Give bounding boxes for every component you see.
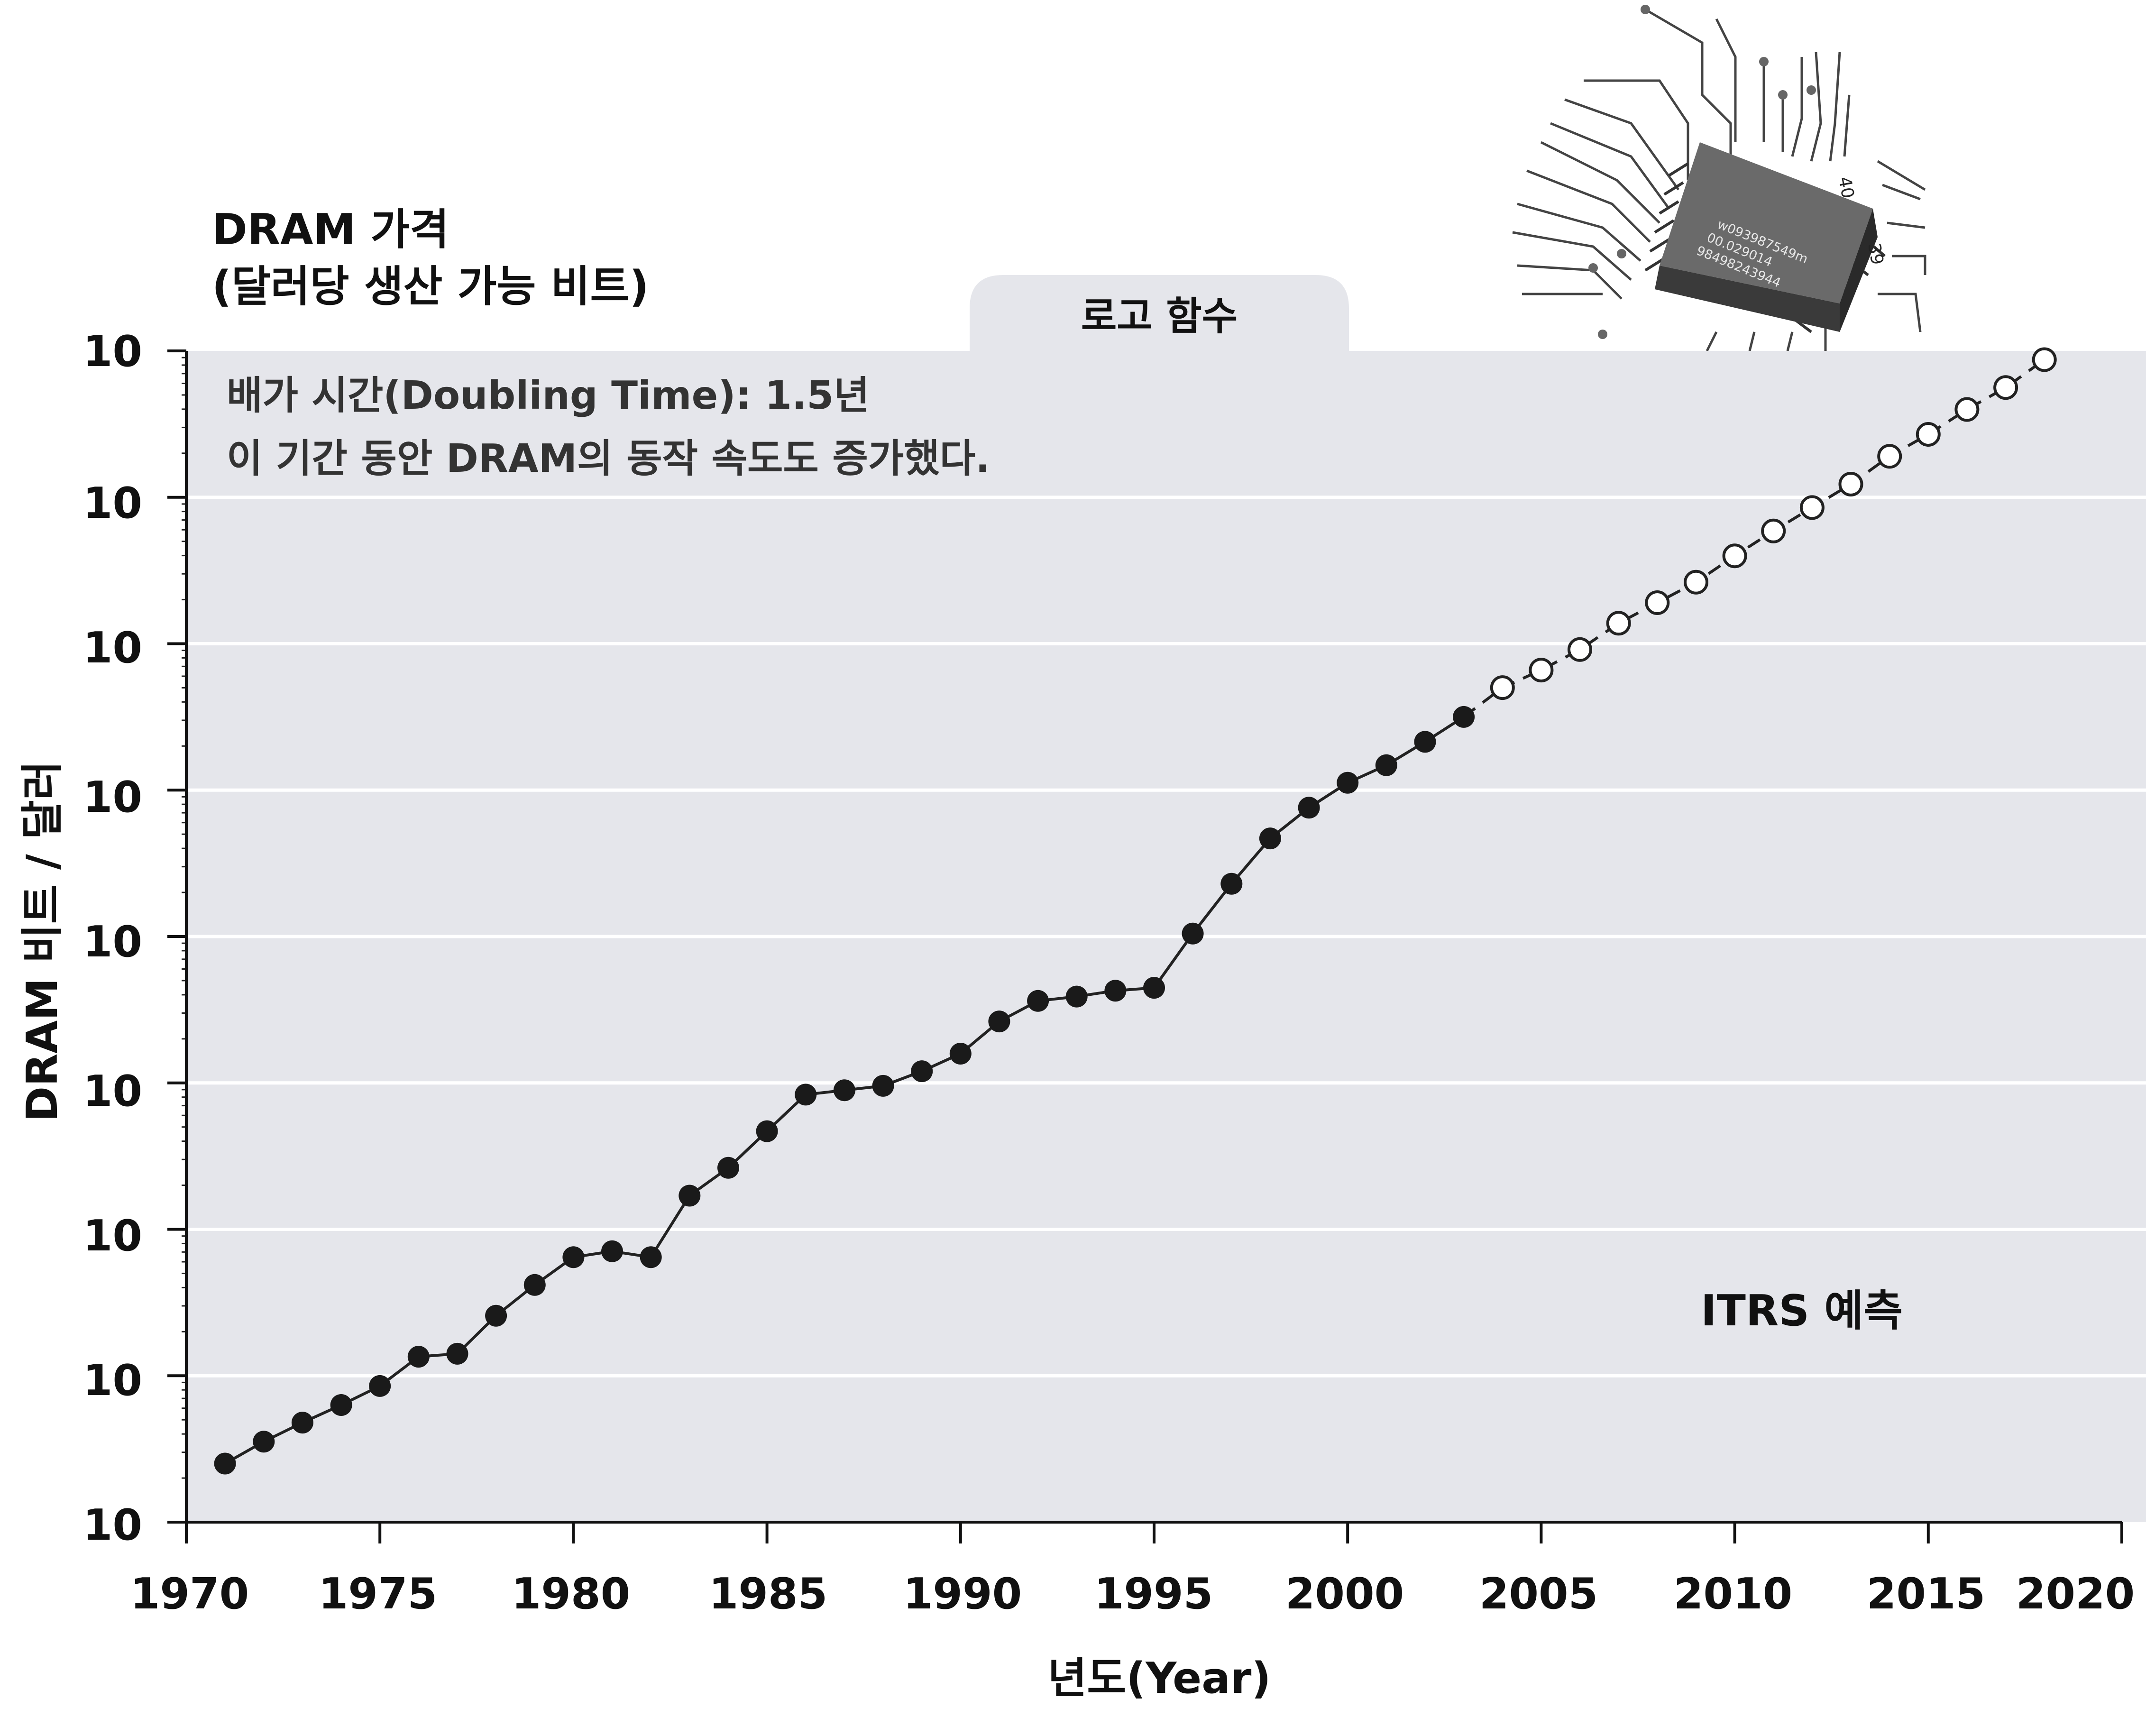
data-point-actual-1997 bbox=[1220, 873, 1243, 895]
series-line-projection bbox=[1463, 358, 2045, 718]
x-tick-label-1990: 1990 bbox=[903, 1569, 1022, 1619]
x-axis-ticks bbox=[185, 1522, 2123, 1543]
data-point-actual-1984 bbox=[717, 1157, 739, 1179]
data-point-actual-1998 bbox=[1259, 827, 1281, 850]
chip-pin-label-39: 39 bbox=[1864, 241, 1887, 266]
data-point-projection-2006 bbox=[1568, 637, 1592, 662]
x-tick-label-1975: 1975 bbox=[319, 1569, 438, 1619]
data-point-actual-1981 bbox=[601, 1240, 623, 1262]
series-layer bbox=[214, 347, 2057, 1475]
data-point-actual-2002 bbox=[1414, 731, 1436, 753]
y-axis-title: DRAM 비트 / 달러 bbox=[18, 761, 67, 1121]
data-point-actual-1989 bbox=[911, 1060, 933, 1083]
x-tick-label-2015: 2015 bbox=[1867, 1569, 1986, 1619]
data-point-projection-2004 bbox=[1490, 675, 1515, 700]
data-point-actual-1972 bbox=[253, 1431, 275, 1453]
chip-illustration: w093987549m 00.029014 98498243944 40 39 bbox=[1512, 5, 1926, 352]
x-tick-label-1995: 1995 bbox=[1094, 1569, 1213, 1619]
y-major-ticks bbox=[167, 349, 186, 1524]
data-point-projection-2011 bbox=[1761, 518, 1786, 543]
data-point-actual-1991 bbox=[988, 1010, 1010, 1033]
y-title-line-2: (달러당 생산 가능 비트) bbox=[212, 262, 649, 312]
data-point-actual-1983 bbox=[679, 1185, 701, 1207]
chip-pin-label-40: 40 bbox=[1834, 175, 1857, 200]
y-tick-label: 10 bbox=[83, 1356, 142, 1405]
data-point-projection-2017 bbox=[1993, 375, 2018, 400]
data-point-actual-1977 bbox=[446, 1342, 468, 1365]
data-point-actual-2003 bbox=[1453, 706, 1475, 728]
data-point-actual-1987 bbox=[833, 1079, 855, 1102]
data-point-actual-1980 bbox=[562, 1246, 585, 1268]
data-point-projection-2018 bbox=[2032, 347, 2057, 372]
x-tick-label-2020: 2020 bbox=[2016, 1569, 2135, 1619]
scale-tab-label: 로고 함수 bbox=[1081, 294, 1238, 339]
data-point-projection-2010 bbox=[1722, 543, 1747, 569]
data-point-actual-1986 bbox=[795, 1084, 817, 1106]
data-point-actual-2001 bbox=[1375, 754, 1397, 776]
annotation-line-2: 이 기간 동안 DRAM의 동작 속도도 증가했다. bbox=[227, 436, 990, 481]
y-title-line-1: DRAM 가격 bbox=[212, 205, 449, 255]
data-point-projection-2008 bbox=[1645, 590, 1670, 615]
data-point-actual-1974 bbox=[330, 1394, 352, 1416]
data-point-projection-2012 bbox=[1799, 495, 1825, 520]
y-tick-label: 10 bbox=[83, 1500, 142, 1550]
data-point-actual-2000 bbox=[1337, 772, 1359, 794]
annotation-line-1: 배가 시간(Doubling Time): 1.5년 bbox=[227, 373, 870, 418]
data-point-projection-2014 bbox=[1877, 444, 1902, 469]
gridlines bbox=[186, 496, 2146, 1378]
x-tick-label-1985: 1985 bbox=[709, 1569, 828, 1619]
projection-label: ITRS 예측 bbox=[1701, 1286, 1903, 1336]
data-point-actual-1985 bbox=[756, 1120, 778, 1142]
data-point-actual-1993 bbox=[1065, 985, 1088, 1008]
scale-tab bbox=[970, 275, 1349, 353]
x-tick-label-1970: 1970 bbox=[130, 1569, 249, 1619]
data-point-projection-2016 bbox=[1954, 397, 1980, 422]
x-axis-title: 년도(Year) bbox=[1048, 1653, 1271, 1703]
data-point-actual-1978 bbox=[485, 1304, 507, 1327]
data-point-actual-1976 bbox=[407, 1346, 430, 1368]
y-tick-label: 10 bbox=[83, 623, 142, 673]
data-point-actual-1982 bbox=[640, 1246, 662, 1268]
data-point-actual-1988 bbox=[872, 1075, 894, 1097]
y-tick-label: 10 bbox=[83, 1066, 142, 1116]
y-tick-label: 10 bbox=[83, 327, 142, 377]
data-point-actual-1994 bbox=[1104, 980, 1127, 1002]
data-point-actual-1999 bbox=[1298, 797, 1320, 819]
data-point-actual-1971 bbox=[214, 1452, 236, 1475]
data-point-actual-1995 bbox=[1143, 977, 1165, 999]
data-point-actual-1979 bbox=[523, 1274, 546, 1296]
y-tick-label: 10 bbox=[83, 772, 142, 822]
x-tick-label-1980: 1980 bbox=[512, 1569, 631, 1619]
data-point-projection-2009 bbox=[1684, 569, 1708, 595]
data-point-projection-2005 bbox=[1529, 658, 1554, 683]
data-point-actual-1996 bbox=[1182, 922, 1204, 945]
y-tick-label: 10 bbox=[83, 1211, 142, 1261]
y-tick-label: 10 bbox=[83, 917, 142, 967]
data-point-projection-2007 bbox=[1606, 611, 1631, 636]
data-point-projection-2015 bbox=[1916, 422, 1941, 447]
data-point-actual-1973 bbox=[291, 1412, 313, 1434]
data-point-actual-1990 bbox=[949, 1043, 972, 1065]
x-tick-label-2010: 2010 bbox=[1674, 1569, 1793, 1619]
data-point-projection-2013 bbox=[1838, 472, 1863, 496]
y-tick-label: 10 bbox=[83, 478, 142, 528]
data-point-actual-1975 bbox=[369, 1375, 391, 1397]
x-tick-label-2005: 2005 bbox=[1479, 1569, 1598, 1619]
data-point-actual-1992 bbox=[1027, 990, 1049, 1012]
x-tick-label-2000: 2000 bbox=[1285, 1569, 1404, 1619]
